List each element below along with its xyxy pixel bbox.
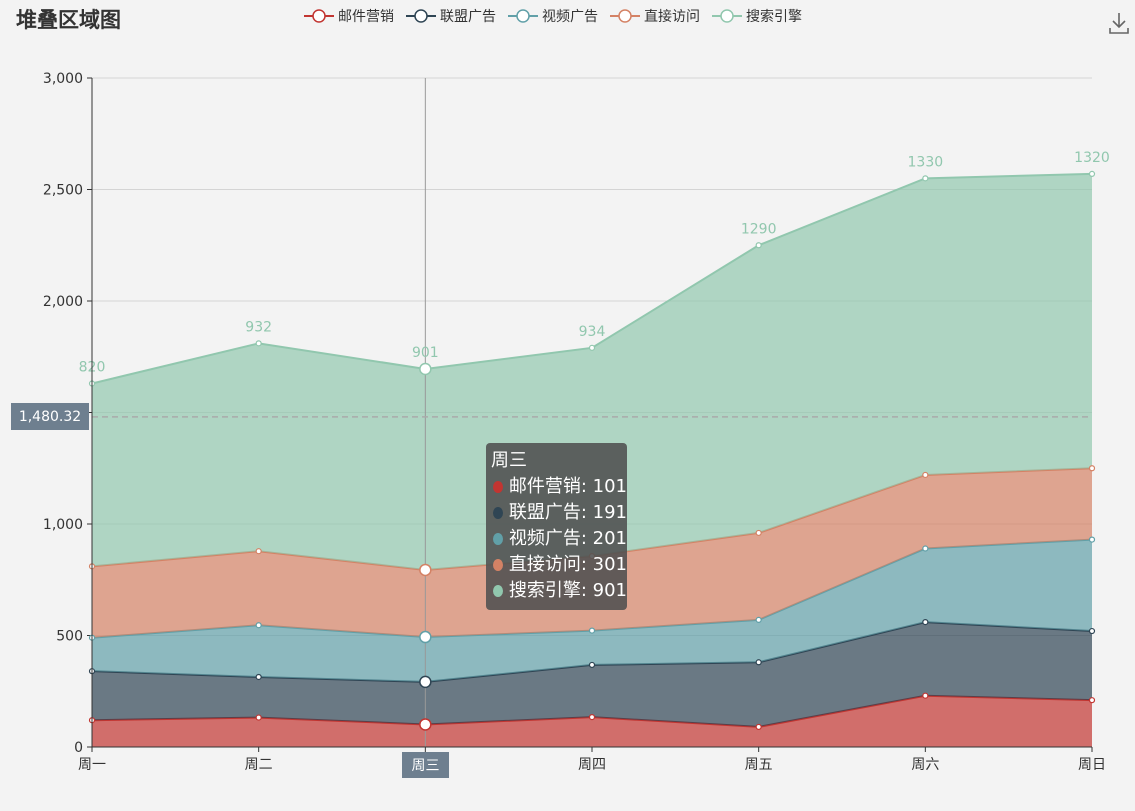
area-邮件营销 — [92, 695, 1092, 747]
legend-icon — [610, 9, 640, 23]
data-point — [255, 548, 262, 555]
y-axis-pointer-label: 1,480.32 — [11, 403, 89, 430]
chart-title: 堆叠区域图 — [16, 8, 121, 32]
data-point — [1088, 697, 1096, 704]
data-point — [419, 563, 432, 577]
data-label: 934 — [579, 324, 606, 340]
x-tick-label: 周五 — [745, 757, 773, 773]
legend-label: 直接访问 — [644, 9, 700, 25]
data-point — [255, 622, 262, 629]
legend-icon — [712, 9, 742, 23]
tooltip-row: 邮件营销: 101 — [491, 474, 627, 500]
area-直接访问 — [92, 468, 1092, 638]
data-point — [1088, 465, 1096, 472]
legend-label: 搜索引擎 — [746, 9, 802, 25]
legend-item[interactable]: 联盟广告 — [406, 6, 496, 26]
tooltip-marker — [493, 533, 503, 545]
data-point — [755, 723, 762, 731]
legend-item[interactable]: 搜索引擎 — [712, 6, 802, 26]
data-point — [419, 630, 432, 644]
tooltip-marker — [493, 481, 503, 493]
tooltip-marker — [493, 559, 503, 571]
y-tick-label: 2,500 — [43, 183, 83, 199]
tooltip: 周三 邮件营销: 101 联盟广告: 191 视频广告: 201 直接访问: 301 搜… — [486, 443, 627, 610]
data-label: 901 — [412, 345, 439, 361]
x-tick-label: 周四 — [578, 757, 606, 773]
data-point — [1088, 536, 1096, 543]
area-搜索引擎 — [92, 173, 1092, 570]
y-tick-label: 1,000 — [43, 517, 83, 533]
tooltip-label: 视频广告: 201 — [508, 528, 627, 549]
area-联盟广告 — [92, 622, 1092, 727]
y-tick-label: 0 — [74, 740, 83, 756]
x-tick-label: 周六 — [911, 757, 939, 773]
data-point — [588, 714, 596, 721]
data-point — [755, 659, 762, 666]
legend: 邮件营销 联盟广告 视频广告 直接访问 搜索引擎 — [304, 6, 802, 26]
tooltip-row: 直接访问: 301 — [491, 552, 627, 578]
data-point — [922, 692, 929, 699]
data-point — [755, 529, 762, 537]
legend-item[interactable]: 邮件营销 — [304, 6, 394, 26]
data-point — [255, 714, 262, 721]
data-point — [419, 362, 432, 376]
data-point — [1088, 170, 1096, 177]
x-tick-label: 周一 — [78, 757, 106, 773]
data-point — [255, 673, 262, 681]
tooltip-title: 周三 — [491, 450, 527, 471]
data-point — [588, 344, 596, 351]
data-point — [922, 545, 929, 552]
tooltip-row: 视频广告: 201 — [491, 526, 627, 552]
x-tick-label: 周二 — [245, 757, 273, 773]
data-point — [755, 616, 762, 623]
data-point — [588, 661, 596, 669]
x-axis-pointer-label: 周三 — [402, 752, 449, 778]
data-label: 1290 — [741, 221, 777, 237]
tooltip-label: 直接访问: 301 — [508, 554, 627, 575]
tooltip-row: 联盟广告: 191 — [491, 500, 627, 526]
area-视频广告 — [92, 539, 1092, 682]
download-icon[interactable] — [1109, 12, 1129, 34]
data-point — [419, 675, 432, 689]
data-label: 1330 — [908, 154, 944, 170]
data-point — [922, 619, 929, 626]
tooltip-label: 邮件营销: 101 — [508, 476, 627, 497]
legend-label: 邮件营销 — [338, 9, 394, 25]
data-point — [1088, 627, 1096, 635]
legend-icon — [406, 9, 436, 23]
data-point — [922, 471, 929, 479]
tooltip-label: 搜索引擎: 901 — [508, 580, 627, 601]
data-point — [755, 242, 762, 249]
tooltip-marker — [493, 507, 503, 519]
x-tick-label: 周日 — [1078, 757, 1106, 773]
tooltip-marker — [493, 585, 503, 597]
data-point — [588, 627, 596, 634]
tooltip-row: 搜索引擎: 901 — [491, 578, 627, 604]
data-point — [255, 340, 262, 347]
y-tick-label: 2,000 — [43, 294, 83, 310]
legend-label: 联盟广告 — [440, 9, 496, 25]
legend-icon — [304, 9, 334, 23]
legend-item[interactable]: 视频广告 — [508, 6, 598, 26]
data-label: 1320 — [1074, 150, 1110, 166]
legend-item[interactable]: 直接访问 — [610, 6, 700, 26]
legend-label: 视频广告 — [542, 9, 598, 25]
data-point — [922, 175, 929, 182]
tooltip-label: 联盟广告: 191 — [508, 502, 627, 523]
y-tick-label: 3,000 — [43, 71, 83, 87]
data-label: 932 — [245, 319, 272, 335]
legend-icon — [508, 9, 538, 23]
y-tick-label: 500 — [56, 629, 83, 645]
data-point — [419, 718, 432, 731]
